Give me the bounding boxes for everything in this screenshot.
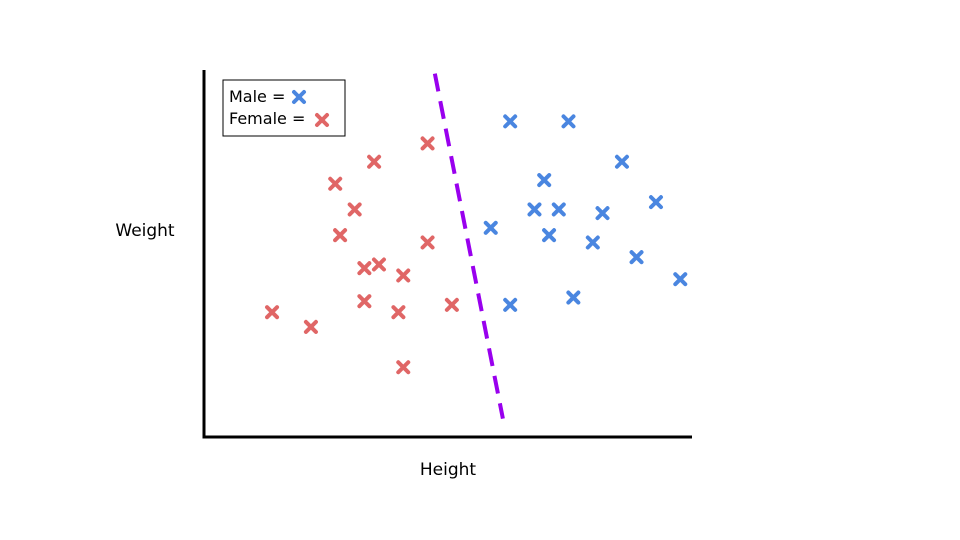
y-axis-label: Weight: [115, 221, 175, 241]
male-point: [673, 272, 688, 287]
female-point: [367, 154, 382, 169]
female-point: [347, 202, 362, 217]
female-point: [265, 305, 280, 320]
male-point: [503, 114, 518, 129]
male-point: [566, 290, 581, 305]
female-point: [420, 136, 435, 151]
axes: [202, 70, 692, 439]
female-series: [265, 136, 459, 375]
female-point: [357, 261, 372, 276]
male-point: [483, 220, 498, 235]
male-point: [542, 228, 557, 243]
female-point: [420, 235, 435, 250]
male-point: [527, 202, 542, 217]
legend: Male = Female =: [222, 79, 346, 137]
male-point: [561, 114, 576, 129]
decision-boundary-line: [432, 73, 505, 420]
legend-label-female: Female =: [229, 109, 305, 128]
female-point: [328, 176, 343, 191]
legend-marker-male-icon: [292, 90, 306, 104]
male-point: [503, 297, 518, 312]
female-point: [303, 319, 318, 334]
male-point: [648, 195, 663, 210]
male-point: [629, 250, 644, 265]
female-point: [391, 305, 406, 320]
legend-marker-female-icon: [315, 113, 329, 127]
male-point: [551, 202, 566, 217]
legend-marker: [292, 90, 306, 104]
legend-box: [222, 79, 346, 137]
female-point: [396, 360, 411, 375]
female-point: [357, 294, 372, 309]
male-point: [585, 235, 600, 250]
legend-marker: [315, 113, 329, 127]
female-point: [444, 297, 459, 312]
male-point: [595, 206, 610, 221]
male-point: [614, 154, 629, 169]
legend-label-male: Male =: [229, 87, 285, 106]
male-point: [537, 173, 552, 188]
female-point: [371, 257, 386, 272]
female-point: [396, 268, 411, 283]
male-series: [483, 114, 688, 312]
x-axis-label: Height: [420, 460, 477, 480]
female-point: [333, 228, 348, 243]
